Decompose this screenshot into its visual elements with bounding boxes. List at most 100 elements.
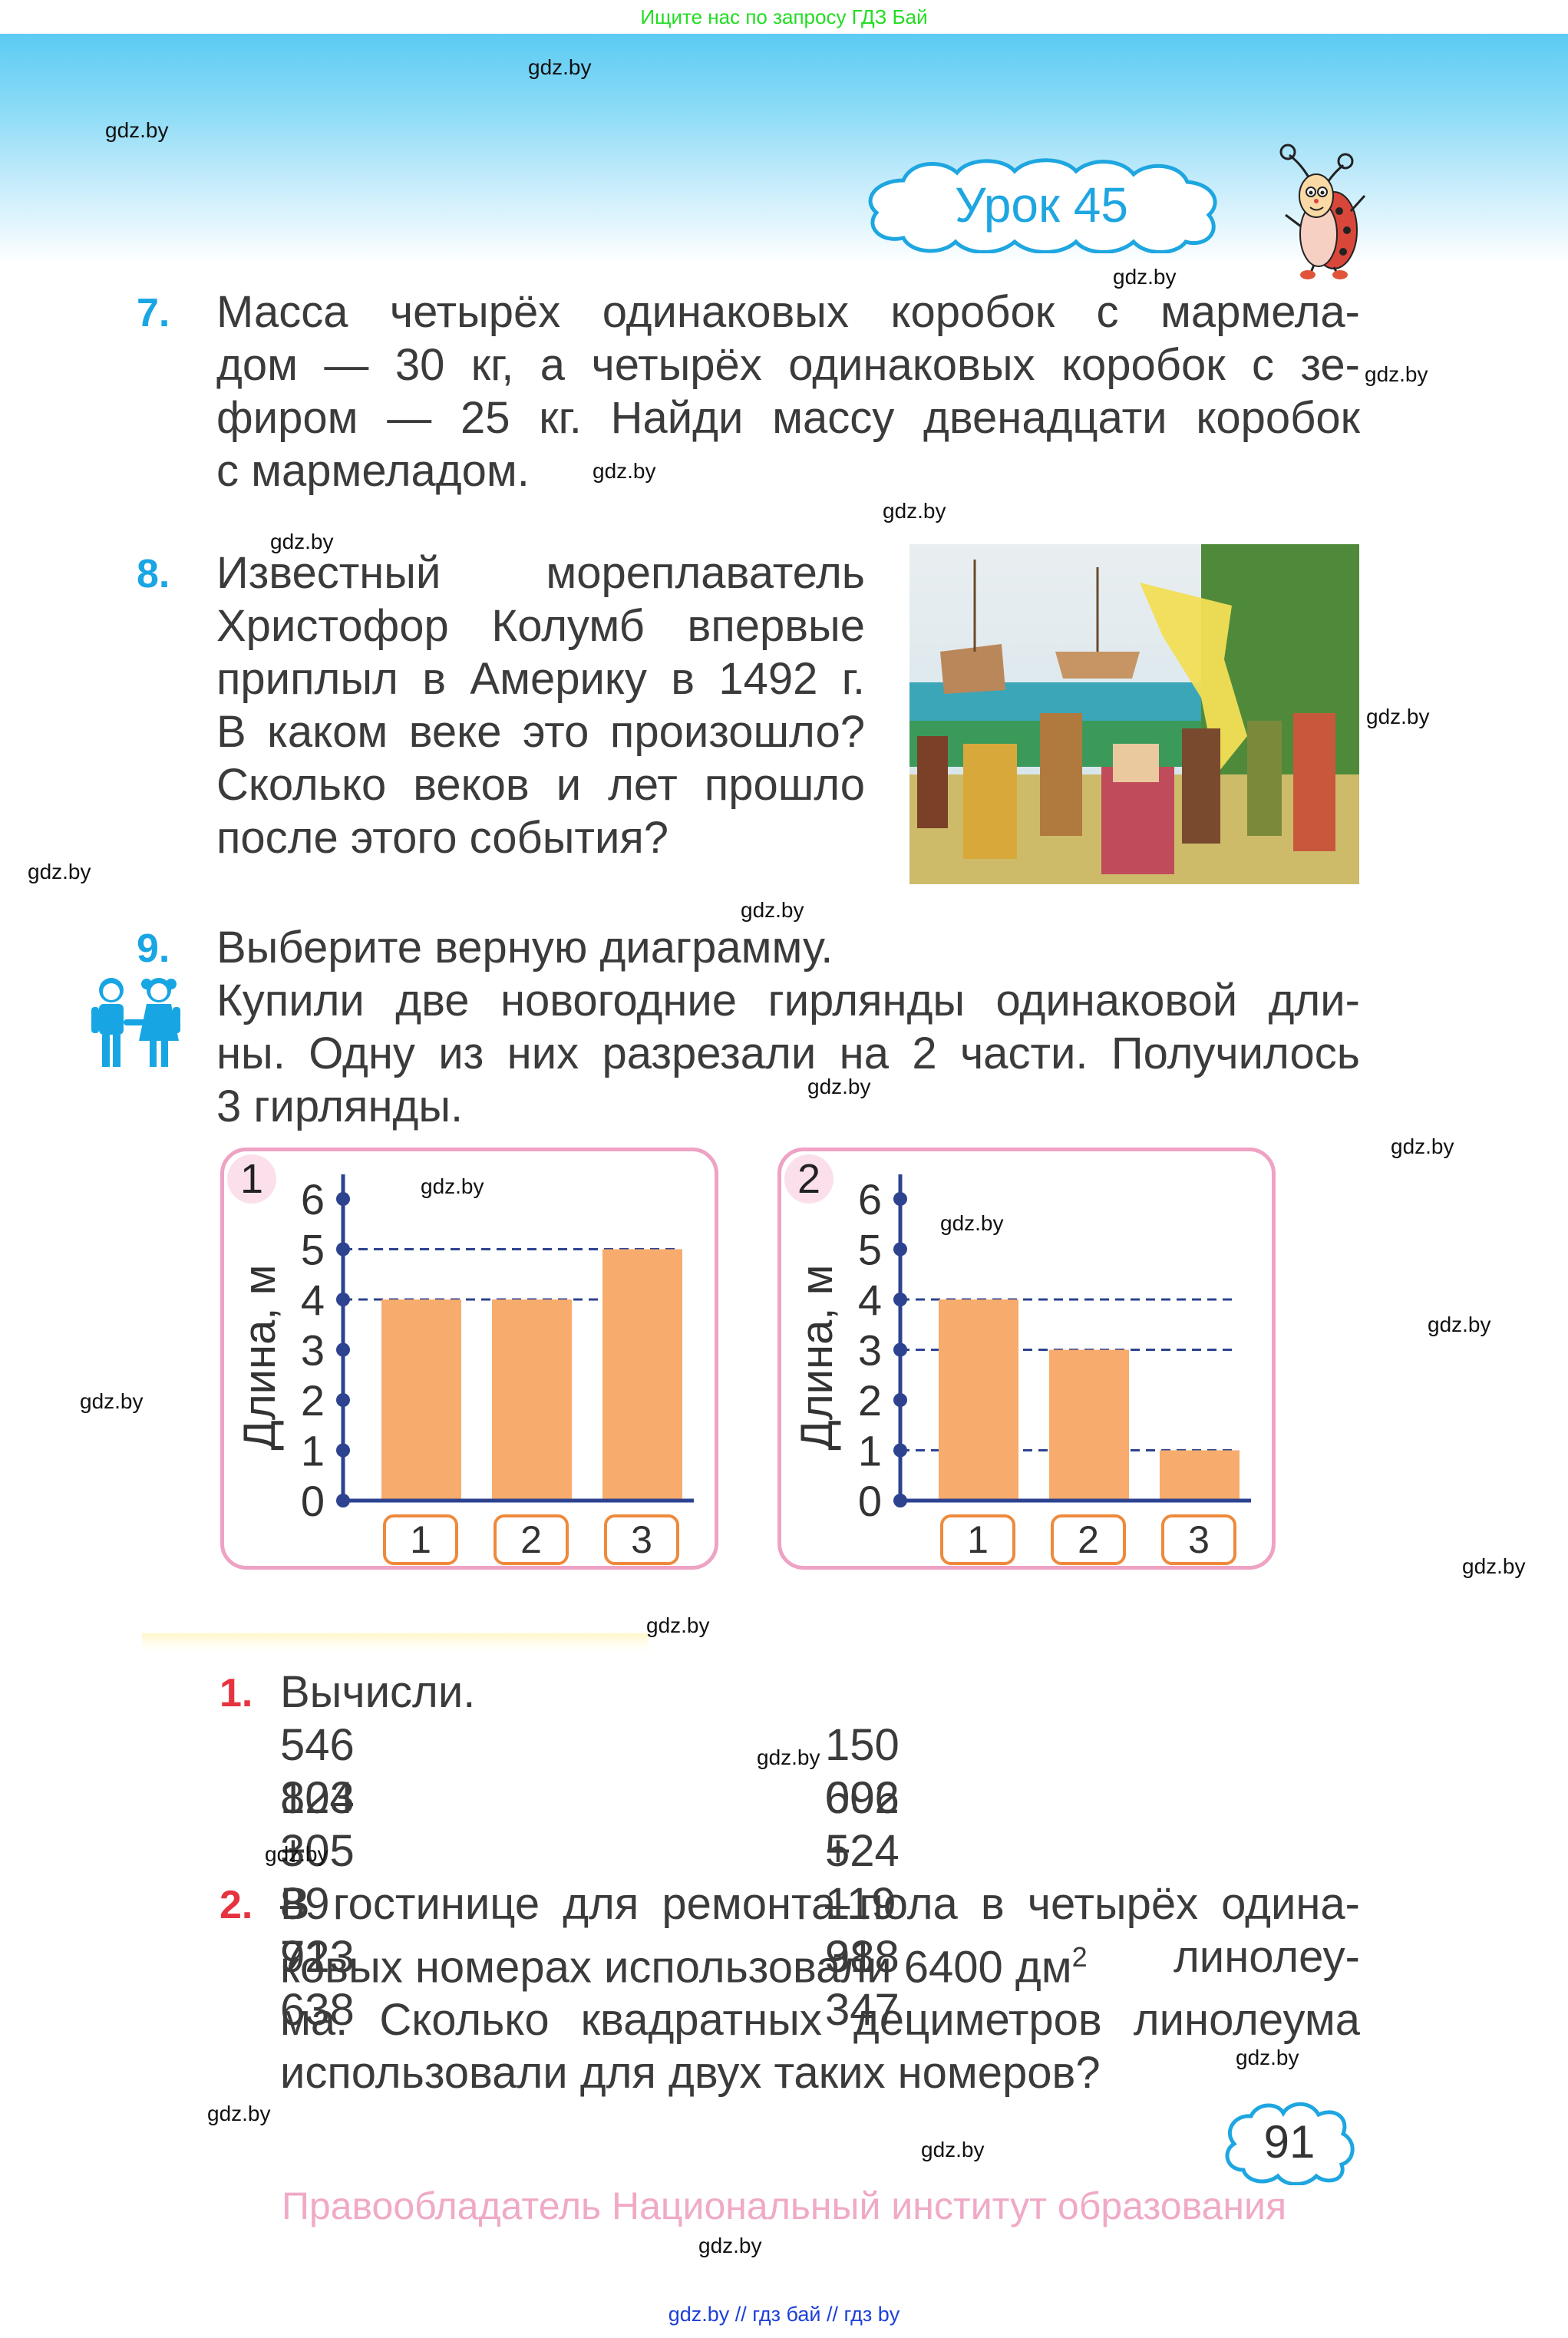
tick-dot	[893, 1192, 907, 1206]
task-9-text: Выберите верную диаграмму. Купили две но…	[216, 921, 1360, 1133]
review-task-1-number: 1.	[220, 1671, 253, 1716]
watermark-text: gdz.by	[1366, 705, 1430, 728]
task-9-line: ны. Одну из них разрезали на 2 части. По…	[216, 1029, 1360, 1078]
task-8-line: приплыл в Америку в 1492 г.	[216, 654, 865, 704]
review-task-1-title: Вычисли.	[280, 1667, 476, 1717]
tick-dot	[893, 1293, 907, 1306]
y-tick-label: 3	[858, 1326, 882, 1375]
category-label: 2	[520, 1518, 542, 1561]
watermark-text: gdz.by	[1236, 2046, 1299, 2069]
tick-dot	[336, 1443, 350, 1458]
task-7-line: Масса четырёх одинаковых коробок с марме…	[216, 287, 1360, 337]
task-7-line: фиром — 25 кг. Найди массу двенадцати ко…	[216, 393, 1360, 443]
category-box	[494, 1514, 569, 1565]
superscript: 2	[1071, 1941, 1088, 1973]
watermark-text: gdz.by	[646, 1613, 710, 1637]
watermark-text: gdz.by	[1365, 362, 1428, 386]
watermark-text: gdz.by	[105, 118, 169, 142]
category-box	[940, 1514, 1015, 1565]
watermark-text: gdz.by	[265, 1842, 328, 1866]
y-axis-label: Длина, м	[235, 1265, 285, 1451]
bar	[492, 1299, 572, 1501]
tick-dot	[336, 1393, 350, 1407]
y-tick-label: 0	[858, 1477, 882, 1525]
review-task-2-text: В гостинице для ремонта пола в четырёх о…	[280, 1877, 1360, 2099]
watermark-text: gdz.by	[270, 530, 334, 553]
y-tick-label: 1	[858, 1427, 882, 1475]
task-8-number: 8.	[137, 552, 170, 596]
review-section-frame	[137, 1626, 690, 2086]
y-tick-label: 6	[858, 1175, 882, 1223]
y-tick-label: 4	[301, 1276, 325, 1324]
page-number: 91	[1263, 2116, 1315, 2168]
watermark-text: gdz.by	[698, 2234, 762, 2257]
line-tail: линолеу-	[1173, 1932, 1360, 1982]
tick-dot	[336, 1494, 350, 1507]
tick-dot	[336, 1192, 350, 1206]
painting-image-icon	[909, 544, 1359, 884]
task-7-number: 7.	[137, 291, 170, 335]
category-label: 3	[1188, 1518, 1210, 1561]
review-task-2-line: ма. Сколько квадратных дециметров линоле…	[280, 1995, 1360, 2046]
bar	[1049, 1349, 1129, 1501]
y-tick-label: 1	[301, 1427, 325, 1475]
page-number-cloud: 91	[1220, 2099, 1358, 2186]
category-label: 2	[1078, 1518, 1099, 1561]
watermark-text: gdz.by	[421, 1174, 484, 1198]
y-tick-label: 2	[858, 1376, 882, 1425]
bar	[381, 1299, 461, 1501]
watermark-text: gdz.by	[1113, 265, 1177, 289]
category-box	[383, 1514, 458, 1565]
review-task-2-line: использовали для двух таких номеров?	[280, 2048, 1101, 2099]
area-value-text: ковых номерах использовали 6400 дм	[280, 1942, 1072, 1993]
category-box	[604, 1514, 679, 1565]
bar	[939, 1299, 1018, 1501]
columbus-painting	[909, 544, 1359, 884]
category-label: 1	[410, 1518, 431, 1561]
watermark-text: gdz.by	[883, 499, 946, 523]
y-tick-label: 2	[301, 1376, 325, 1425]
top-banner: Ищите нас по запросу ГДЗ Бай	[0, 0, 1568, 34]
y-tick-label: 0	[301, 1477, 325, 1525]
watermark-text: gdz.by	[207, 2102, 271, 2125]
expression: 150 096 + 119 388	[825, 1720, 900, 1982]
footer-links[interactable]: gdz.by // гдз бай // гдз by	[668, 2303, 900, 2326]
review-task-2-line: В гостинице для ремонта пола в четырёх о…	[280, 1879, 1360, 1929]
task-7-line: с мармеладом.	[216, 446, 530, 496]
tick-dot	[336, 1293, 350, 1306]
watermark-text: gdz.by	[757, 1745, 820, 1769]
category-label: 3	[631, 1518, 652, 1561]
tick-dot	[893, 1242, 907, 1257]
ladybug-mascot-icon	[1266, 138, 1381, 280]
task-8-line: Известный мореплаватель	[216, 548, 865, 598]
lesson-cloud: Урок 45	[857, 157, 1226, 253]
tick-dot	[336, 1342, 350, 1357]
task-8-line: после этого события?	[216, 813, 669, 863]
expression: 546 123 + 89 713	[280, 1720, 355, 1982]
tick-dot	[893, 1494, 907, 1507]
watermark-text: gdz.by	[921, 2138, 985, 2161]
y-tick-label: 3	[301, 1326, 325, 1375]
watermark-text: gdz.by	[807, 1075, 871, 1098]
expression: 804 305 – 92 638	[280, 1773, 355, 2035]
y-tick-label: 4	[858, 1276, 882, 1324]
y-tick-label: 5	[301, 1226, 325, 1274]
lesson-title: Урок 45	[955, 177, 1128, 233]
watermark-text: gdz.by	[28, 860, 91, 883]
task-9-line: Выберите верную диаграмму.	[216, 923, 834, 973]
watermark-text: gdz.by	[528, 55, 592, 79]
tick-dot	[893, 1342, 907, 1357]
tick-dot	[336, 1242, 350, 1257]
tick-dot	[893, 1393, 907, 1407]
bar	[602, 1249, 682, 1501]
expression: 602 524 – 91 347	[825, 1773, 900, 2035]
watermark-text: gdz.by	[80, 1389, 144, 1413]
diagram-badge: 1	[227, 1154, 276, 1204]
watermark-text: gdz.by	[1462, 1554, 1526, 1578]
task-8-line: Христофор Колумб впервые	[216, 601, 865, 651]
y-tick-label: 6	[301, 1175, 325, 1223]
